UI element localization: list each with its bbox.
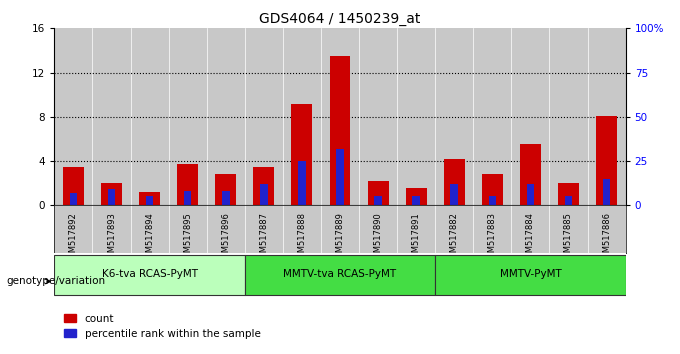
Bar	[54, 255, 245, 295]
Bar	[260, 184, 268, 205]
Bar	[177, 164, 198, 205]
Text: GSM517892: GSM517892	[69, 212, 78, 263]
Bar	[397, 28, 435, 205]
Bar	[245, 255, 435, 295]
Text: GSM517884: GSM517884	[526, 212, 535, 263]
Text: GSM517896: GSM517896	[221, 212, 231, 263]
Bar	[450, 184, 458, 205]
Bar	[292, 104, 312, 205]
Text: GSM517883: GSM517883	[488, 212, 497, 263]
Bar	[596, 116, 617, 205]
Text: GSM517886: GSM517886	[602, 212, 611, 263]
Text: GSM517893: GSM517893	[107, 212, 116, 263]
Bar	[588, 28, 626, 205]
Bar	[482, 175, 503, 205]
Text: K6-tva RCAS-PyMT: K6-tva RCAS-PyMT	[101, 269, 198, 279]
Bar	[63, 167, 84, 205]
Bar	[146, 196, 154, 205]
Bar	[511, 28, 549, 205]
Legend: count, percentile rank within the sample: count, percentile rank within the sample	[60, 310, 265, 343]
Bar	[406, 188, 426, 205]
Title: GDS4064 / 1450239_at: GDS4064 / 1450239_at	[259, 12, 421, 26]
Text: GSM517887: GSM517887	[259, 212, 269, 263]
Bar	[435, 255, 626, 295]
Text: MMTV-tva RCAS-PyMT: MMTV-tva RCAS-PyMT	[284, 269, 396, 279]
Bar	[101, 183, 122, 205]
Bar	[107, 189, 116, 205]
Bar	[245, 28, 283, 205]
Bar	[444, 159, 464, 205]
Bar	[207, 28, 245, 205]
Bar	[254, 167, 274, 205]
Text: GSM517888: GSM517888	[297, 212, 307, 263]
Bar	[321, 28, 359, 205]
Bar	[374, 196, 382, 205]
Bar	[169, 28, 207, 205]
Bar	[368, 181, 388, 205]
Bar	[526, 184, 534, 205]
Bar	[184, 191, 192, 205]
Bar	[54, 28, 92, 205]
Bar	[549, 28, 588, 205]
Bar	[330, 56, 350, 205]
Bar	[520, 144, 541, 205]
Bar	[602, 179, 611, 205]
Bar	[283, 28, 321, 205]
Bar	[435, 28, 473, 205]
Bar	[298, 161, 306, 205]
Text: GSM517889: GSM517889	[335, 212, 345, 263]
Text: GSM517895: GSM517895	[183, 212, 192, 263]
Bar	[558, 183, 579, 205]
Bar	[216, 175, 236, 205]
Bar	[69, 193, 78, 205]
Text: GSM517885: GSM517885	[564, 212, 573, 263]
Text: GSM517882: GSM517882	[449, 212, 459, 263]
Bar	[336, 149, 344, 205]
Bar	[473, 28, 511, 205]
Text: GSM517890: GSM517890	[373, 212, 383, 263]
Text: GSM517891: GSM517891	[411, 212, 421, 263]
Text: genotype/variation: genotype/variation	[7, 276, 106, 286]
Text: MMTV-PyMT: MMTV-PyMT	[500, 269, 561, 279]
Bar	[564, 196, 573, 205]
Bar	[139, 192, 160, 205]
Bar	[222, 191, 230, 205]
Bar	[359, 28, 397, 205]
Bar	[488, 196, 496, 205]
Bar	[131, 28, 169, 205]
Bar	[412, 196, 420, 205]
Text: GSM517894: GSM517894	[145, 212, 154, 263]
Bar	[92, 28, 131, 205]
